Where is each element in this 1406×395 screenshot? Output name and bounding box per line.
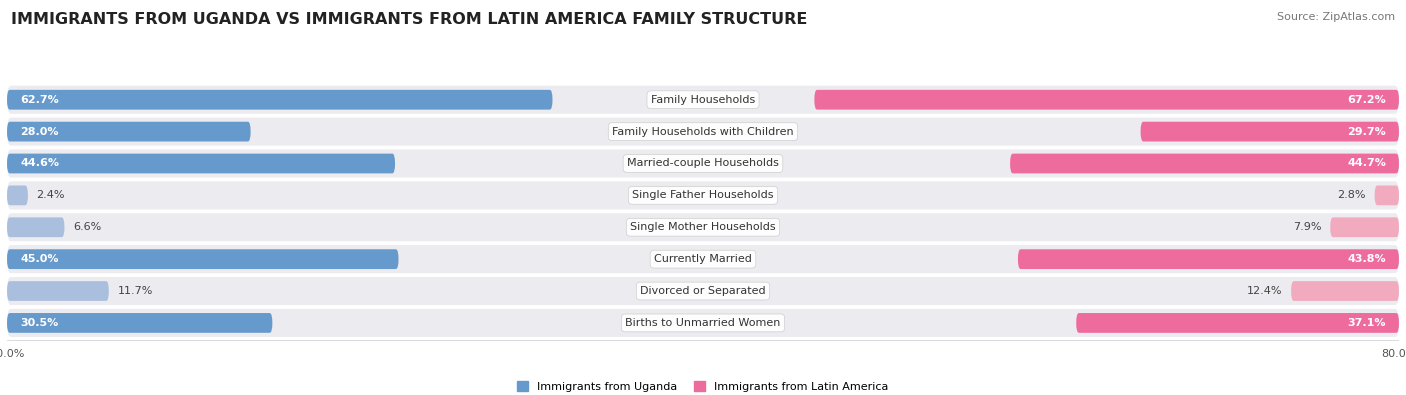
Text: 62.7%: 62.7%: [20, 95, 59, 105]
FancyBboxPatch shape: [7, 118, 1399, 146]
FancyBboxPatch shape: [7, 217, 65, 237]
Text: Births to Unmarried Women: Births to Unmarried Women: [626, 318, 780, 328]
FancyBboxPatch shape: [7, 213, 1399, 241]
Text: 6.6%: 6.6%: [73, 222, 101, 232]
FancyBboxPatch shape: [1076, 313, 1399, 333]
Text: 2.8%: 2.8%: [1337, 190, 1365, 200]
Text: Single Father Households: Single Father Households: [633, 190, 773, 200]
Text: IMMIGRANTS FROM UGANDA VS IMMIGRANTS FROM LATIN AMERICA FAMILY STRUCTURE: IMMIGRANTS FROM UGANDA VS IMMIGRANTS FRO…: [11, 12, 807, 27]
FancyBboxPatch shape: [7, 181, 1399, 209]
Text: 11.7%: 11.7%: [118, 286, 153, 296]
Text: 67.2%: 67.2%: [1347, 95, 1386, 105]
Text: 30.5%: 30.5%: [20, 318, 58, 328]
FancyBboxPatch shape: [7, 309, 1399, 337]
FancyBboxPatch shape: [7, 245, 1399, 273]
FancyBboxPatch shape: [1375, 186, 1399, 205]
FancyBboxPatch shape: [7, 249, 398, 269]
FancyBboxPatch shape: [7, 86, 1399, 114]
FancyBboxPatch shape: [1018, 249, 1399, 269]
Text: Family Households: Family Households: [651, 95, 755, 105]
FancyBboxPatch shape: [7, 90, 553, 109]
Text: 44.6%: 44.6%: [20, 158, 59, 169]
FancyBboxPatch shape: [7, 281, 108, 301]
Text: 7.9%: 7.9%: [1294, 222, 1322, 232]
FancyBboxPatch shape: [1330, 217, 1399, 237]
FancyBboxPatch shape: [7, 122, 250, 141]
Text: 43.8%: 43.8%: [1347, 254, 1386, 264]
Text: 2.4%: 2.4%: [37, 190, 65, 200]
Text: Family Households with Children: Family Households with Children: [612, 127, 794, 137]
Legend: Immigrants from Uganda, Immigrants from Latin America: Immigrants from Uganda, Immigrants from …: [513, 377, 893, 395]
Text: 12.4%: 12.4%: [1247, 286, 1282, 296]
FancyBboxPatch shape: [7, 277, 1399, 305]
Text: Currently Married: Currently Married: [654, 254, 752, 264]
FancyBboxPatch shape: [1010, 154, 1399, 173]
Text: 37.1%: 37.1%: [1347, 318, 1386, 328]
Text: 29.7%: 29.7%: [1347, 127, 1386, 137]
FancyBboxPatch shape: [7, 186, 28, 205]
FancyBboxPatch shape: [7, 154, 395, 173]
FancyBboxPatch shape: [814, 90, 1399, 109]
FancyBboxPatch shape: [1140, 122, 1399, 141]
FancyBboxPatch shape: [7, 313, 273, 333]
Text: 45.0%: 45.0%: [20, 254, 59, 264]
Text: Married-couple Households: Married-couple Households: [627, 158, 779, 169]
FancyBboxPatch shape: [1291, 281, 1399, 301]
Text: Divorced or Separated: Divorced or Separated: [640, 286, 766, 296]
FancyBboxPatch shape: [7, 149, 1399, 177]
Text: Source: ZipAtlas.com: Source: ZipAtlas.com: [1277, 12, 1395, 22]
Text: 28.0%: 28.0%: [20, 127, 59, 137]
Text: Single Mother Households: Single Mother Households: [630, 222, 776, 232]
Text: 44.7%: 44.7%: [1347, 158, 1386, 169]
